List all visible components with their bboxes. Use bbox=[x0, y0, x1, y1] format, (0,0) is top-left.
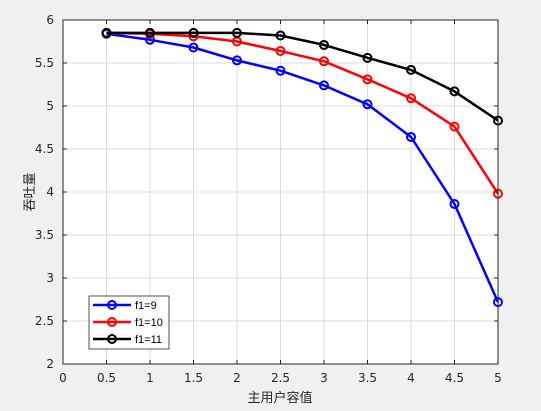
x-tick-label: 5 bbox=[494, 371, 502, 385]
y-tick-label: 2.5 bbox=[35, 314, 54, 328]
x-tick-label: 3.5 bbox=[358, 371, 377, 385]
y-tick-label: 6 bbox=[46, 13, 54, 27]
data-point-f1-9 bbox=[275, 65, 286, 76]
data-point-f1-9 bbox=[362, 99, 373, 110]
x-tick-label: 4.5 bbox=[445, 371, 464, 385]
x-tick-label: 0.5 bbox=[97, 371, 116, 385]
data-point-f1-10 bbox=[275, 45, 286, 56]
data-point-f1-9 bbox=[319, 80, 329, 91]
data-point-f1-9 bbox=[449, 199, 460, 210]
data-point-f1-11 bbox=[406, 64, 416, 75]
y-tick-label: 3.5 bbox=[35, 228, 54, 242]
y-tick-label: 4 bbox=[46, 185, 54, 199]
data-point-f1-11 bbox=[319, 39, 329, 50]
x-tick-label: 0 bbox=[59, 371, 67, 385]
legend: f1=9 f1=10 f1=11 bbox=[88, 295, 170, 350]
data-point-f1-11 bbox=[188, 27, 199, 38]
x-tick-label: 2.5 bbox=[271, 371, 290, 385]
data-point-f1-10 bbox=[406, 93, 416, 104]
ticks bbox=[62, 19, 499, 365]
data-point-f1-10 bbox=[449, 121, 460, 132]
data-point-f1-9 bbox=[145, 34, 155, 45]
x-tick-label: 4 bbox=[407, 371, 415, 385]
data-point-f1-11 bbox=[232, 27, 242, 38]
legend-marker-f1-10 bbox=[107, 317, 117, 327]
y-tick-label: 5.5 bbox=[35, 56, 54, 70]
y-tick-label: 3 bbox=[46, 271, 54, 285]
y-axis-label: 吞吐量 bbox=[23, 172, 38, 211]
data-point-f1-9 bbox=[406, 131, 416, 142]
data-point-f1-10 bbox=[362, 74, 373, 85]
data-point-f1-11 bbox=[145, 27, 155, 38]
legend-marker-f1-11 bbox=[107, 334, 117, 344]
data-point-f1-11 bbox=[449, 86, 460, 97]
x-tick-label: 1.5 bbox=[184, 371, 203, 385]
data-point-f1-9 bbox=[188, 42, 199, 53]
series-line-f1-11 bbox=[106, 31, 499, 122]
y-tick-label: 2 bbox=[46, 357, 54, 371]
x-tick-label: 3 bbox=[320, 371, 328, 385]
legend-label-f1-10: f1=10 bbox=[135, 317, 163, 329]
legend-label-f1-11: f1=11 bbox=[135, 334, 162, 346]
data-point-f1-11 bbox=[275, 30, 286, 41]
y-tick-label: 5 bbox=[46, 99, 54, 113]
x-tick-label: 1 bbox=[146, 371, 154, 385]
series-layer bbox=[101, 27, 503, 308]
data-point-f1-10 bbox=[319, 56, 329, 67]
y-tick-labels: 2 2.5 3 3.5 4 4.5 5 5.5 6 bbox=[35, 13, 54, 371]
data-point-f1-9 bbox=[232, 55, 242, 66]
legend-label-f1-9: f1=9 bbox=[135, 300, 157, 312]
series-line-f1-9 bbox=[106, 32, 500, 303]
x-axis-label: 主用户容值 bbox=[247, 390, 312, 406]
legend-marker-f1-9 bbox=[107, 300, 117, 310]
x-tick-labels: 0 0.5 1 1.5 2 2.5 3 3.5 4 4.5 5 bbox=[59, 371, 502, 385]
y-tick-label: 4.5 bbox=[35, 142, 54, 156]
series-line-f1-10 bbox=[106, 31, 500, 195]
data-point-f1-11 bbox=[101, 27, 112, 38]
x-tick-label: 2 bbox=[233, 371, 241, 385]
data-point-f1-11 bbox=[362, 52, 373, 63]
